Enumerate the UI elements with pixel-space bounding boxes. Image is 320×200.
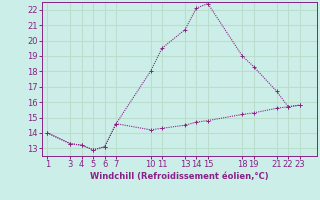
X-axis label: Windchill (Refroidissement éolien,°C): Windchill (Refroidissement éolien,°C) — [90, 172, 268, 181]
